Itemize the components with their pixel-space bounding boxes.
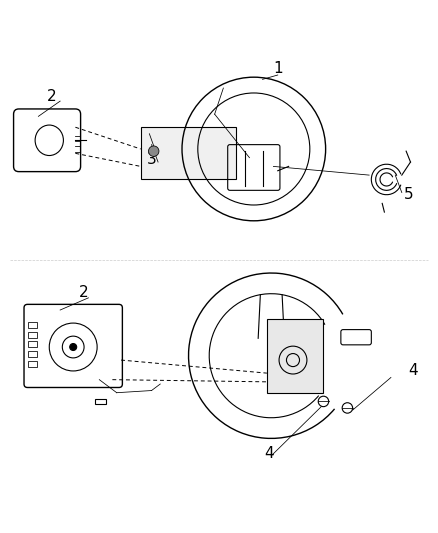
Text: 4: 4 (264, 446, 274, 461)
Text: 1: 1 (273, 61, 283, 76)
Text: 3: 3 (147, 152, 156, 167)
Text: 4: 4 (408, 364, 417, 378)
FancyBboxPatch shape (267, 319, 323, 393)
FancyBboxPatch shape (141, 127, 237, 180)
Text: 2: 2 (46, 89, 56, 104)
Text: 5: 5 (403, 187, 413, 202)
Circle shape (148, 146, 159, 156)
Circle shape (70, 344, 77, 351)
Text: 2: 2 (79, 285, 89, 300)
